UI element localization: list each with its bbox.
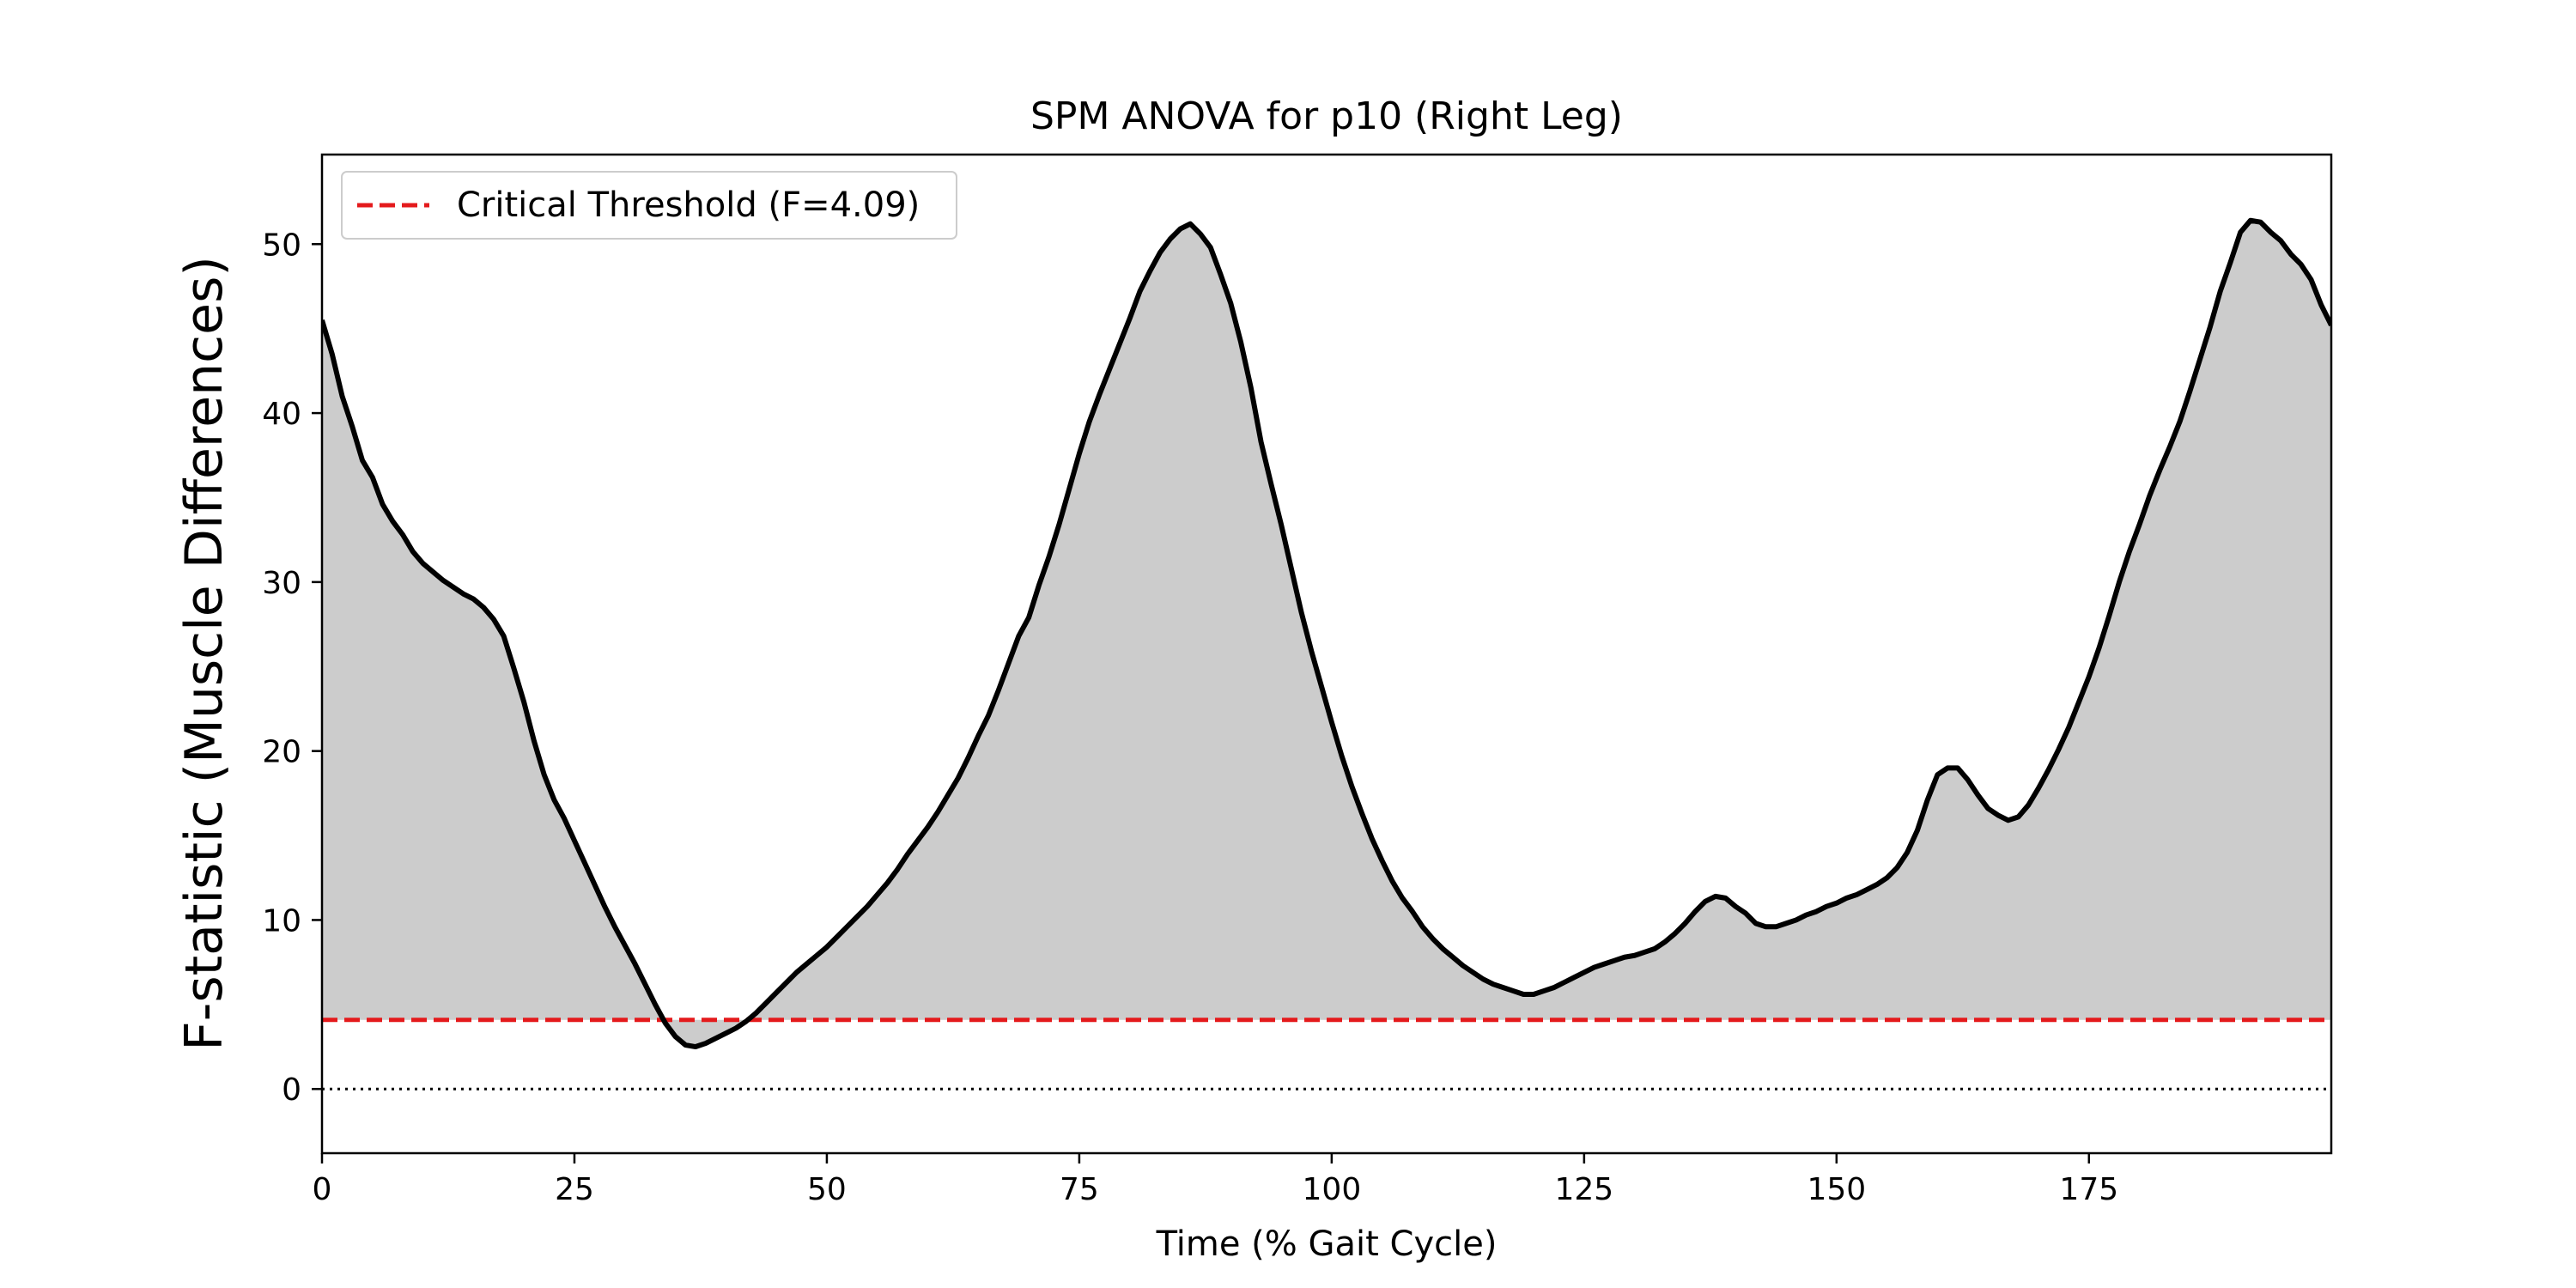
y-tick-label: 10 xyxy=(262,903,301,939)
f-statistic-line xyxy=(322,217,2331,1050)
plot-area xyxy=(322,217,2331,1091)
y-tick-label: 20 xyxy=(262,735,301,770)
x-tick-label: 50 xyxy=(807,1172,847,1207)
f-statistic-fill xyxy=(322,220,2331,1048)
legend: Critical Threshold (F=4.09) xyxy=(341,171,957,240)
x-tick-label: 125 xyxy=(1554,1172,1613,1207)
axes-frame xyxy=(320,153,2333,1155)
legend-box xyxy=(341,171,957,240)
y-tick-label: 40 xyxy=(262,397,301,432)
x-axis-label: Time (% Gait Cycle) xyxy=(1156,1224,1498,1264)
x-tick-label: 25 xyxy=(555,1172,594,1207)
x-tick-label: 175 xyxy=(2059,1172,2118,1207)
legend-threshold-label: Critical Threshold (F=4.09) xyxy=(457,185,920,225)
y-tick-label: 0 xyxy=(282,1072,301,1108)
y-axis-label: F-statistic (Muscle Differences) xyxy=(174,256,234,1051)
x-tick-label: 100 xyxy=(1303,1172,1362,1207)
axis-ticks: 0 25 50 75 100 125 150 175 0 10 20 30 40 50 xyxy=(262,228,2118,1207)
y-tick-label: 30 xyxy=(262,566,301,601)
y-tick-label: 50 xyxy=(262,228,301,263)
x-tick-label: 0 xyxy=(313,1172,332,1207)
x-tick-label: 150 xyxy=(1807,1172,1866,1207)
x-tick-label: 75 xyxy=(1060,1172,1099,1207)
chart-title: SPM ANOVA for p10 (Right Leg) xyxy=(1030,94,1623,138)
